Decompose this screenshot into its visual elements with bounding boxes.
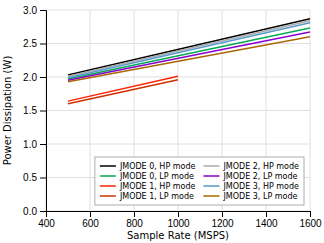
legend-item: JMODE 1, LP mode: [100, 192, 194, 201]
y-tick: 0.5: [23, 172, 46, 183]
legend-label: JMODE 0, LP mode: [119, 172, 194, 181]
x-tick-mark: [90, 211, 91, 217]
legend-item: JMODE 2, HP mode: [203, 162, 299, 171]
x-tick-mark: [222, 211, 223, 217]
y-tick-mark: [40, 144, 46, 145]
legend-label: JMODE 0, HP mode: [119, 162, 196, 171]
legend-label: JMODE 3, HP mode: [222, 182, 299, 191]
x-tick: 1400: [255, 211, 278, 229]
legend-item: JMODE 0, LP mode: [100, 172, 194, 181]
legend-label: JMODE 3, LP mode: [222, 192, 297, 201]
x-tick: 800: [126, 211, 143, 229]
y-tick: 1.0: [23, 139, 46, 150]
legend-swatch: [100, 175, 116, 177]
legend-label: JMODE 1, LP mode: [119, 192, 194, 201]
y-tick-label: 1.5: [23, 105, 37, 116]
x-tick: 400: [38, 211, 55, 229]
plot-area: 400 600 800 1000 1200 1400 1600 0.0 0.5 1.0 1.5 2.0…: [23, 5, 322, 229]
x-tick-label: 1600: [299, 218, 322, 229]
y-tick-mark: [40, 111, 46, 112]
legend-label: JMODE 2, HP mode: [222, 162, 299, 171]
y-tick-label: 1.0: [23, 139, 37, 150]
series-line: [68, 37, 310, 82]
y-axis-title: Power Dissipation (W): [2, 56, 13, 166]
series-line: [68, 76, 178, 101]
y-grid-line: [46, 144, 310, 145]
y-tick-mark: [40, 10, 46, 11]
y-tick-label: 2.0: [23, 72, 37, 83]
x-tick-mark: [178, 211, 179, 217]
series-line: [68, 19, 310, 75]
x-tick-label: 1000: [167, 218, 190, 229]
x-tick-label: 600: [82, 218, 99, 229]
x-tick-label: 1200: [211, 218, 234, 229]
x-tick-label: 1400: [255, 218, 278, 229]
y-tick-label: 0.0: [23, 206, 37, 217]
series-line: [68, 32, 310, 80]
legend-swatch: [203, 185, 219, 187]
y-tick: 1.5: [23, 105, 46, 116]
lines: [68, 19, 310, 104]
legend-item: JMODE 3, LP mode: [203, 192, 297, 201]
x-tick: 1600: [299, 211, 322, 229]
x-tick: 1000: [167, 211, 190, 229]
legend-box: [95, 157, 304, 205]
x-tick-label: 400: [38, 218, 55, 229]
legend-swatch: [100, 165, 116, 167]
y-tick: 2.5: [23, 38, 46, 49]
y-tick-mark: [40, 77, 46, 78]
legend-item: JMODE 1, HP mode: [100, 182, 196, 191]
series-line: [68, 23, 310, 78]
y-axis-line: [40, 11, 47, 212]
y-tick: 3.0: [23, 5, 46, 16]
legend-item: JMODE 2, LP mode: [203, 172, 297, 181]
grid: [46, 10, 310, 211]
legend-item: JMODE 0, HP mode: [100, 162, 196, 171]
y-tick-mark: [40, 211, 46, 212]
legend-swatch: [203, 175, 219, 177]
x-axis: 400 600 800 1000 1200 1400 1600: [38, 211, 322, 229]
x-axis-line: [47, 212, 311, 218]
x-tick-label: 800: [126, 218, 143, 229]
legend-swatch: [203, 195, 219, 197]
chart: 400 600 800 1000 1200 1400 1600 0.0 0.5 1.0 1.5 2.0…: [0, 0, 324, 243]
y-tick-label: 3.0: [23, 5, 37, 16]
y-tick-label: 2.5: [23, 38, 37, 49]
legend-swatch: [100, 185, 116, 187]
y-grid-line: [46, 10, 310, 11]
y-axis: 0.0 0.5 1.0 1.5 2.0 2.5 3.0: [23, 5, 46, 217]
legend-item: JMODE 3, HP mode: [203, 182, 299, 191]
y-tick-label: 0.5: [23, 172, 37, 183]
series-line: [68, 21, 310, 77]
x-tick: 1200: [211, 211, 234, 229]
legend-swatch: [203, 165, 219, 167]
y-tick: 2.0: [23, 72, 46, 83]
x-axis-title: Sample Rate (MSPS): [127, 230, 229, 241]
legend: JMODE 0, HP modeJMODE 0, LP modeJMODE 1,…: [95, 157, 304, 205]
x-tick-mark: [310, 211, 311, 217]
y-tick: 0.0: [23, 206, 46, 217]
y-tick-mark: [40, 178, 46, 179]
x-tick-mark: [266, 211, 267, 217]
series-line: [68, 80, 178, 104]
legend-label: JMODE 1, HP mode: [119, 182, 196, 191]
x-tick-mark: [134, 211, 135, 217]
y-grid-line: [46, 110, 310, 111]
legend-label: JMODE 2, LP mode: [222, 172, 297, 181]
y-tick-mark: [40, 44, 46, 45]
series-line: [68, 28, 310, 79]
x-tick: 600: [82, 211, 99, 229]
legend-swatch: [100, 195, 116, 197]
